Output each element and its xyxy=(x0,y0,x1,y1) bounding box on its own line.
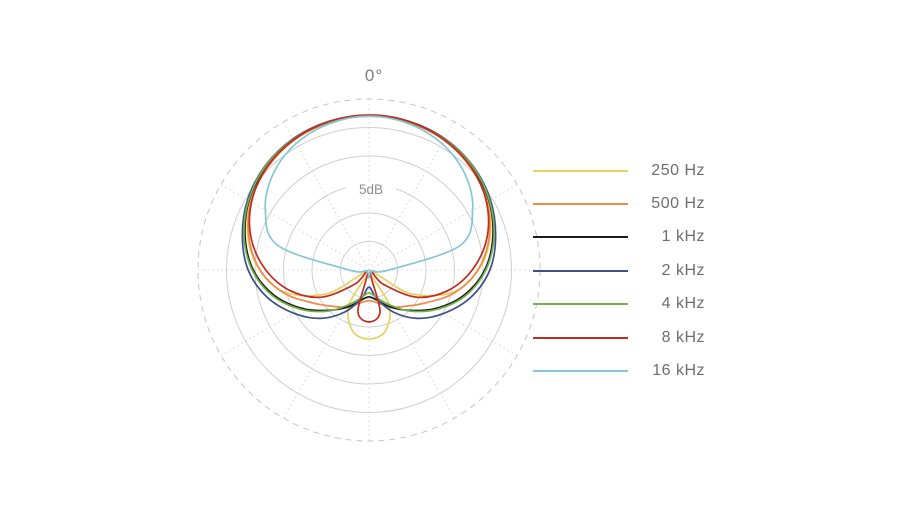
polar-grid-spoke xyxy=(368,184,518,271)
curve-16khz xyxy=(264,115,474,280)
legend-item-label: 1 kHz xyxy=(661,228,705,246)
polar-grid-spoke xyxy=(368,121,455,271)
radial-scale-label: 5dB xyxy=(346,182,396,198)
legend-item: 4 kHz xyxy=(533,288,705,321)
legend-item-label: 250 Hz xyxy=(651,161,705,179)
polar-grid-spoke xyxy=(220,269,370,356)
legend-line-swatch xyxy=(533,269,628,272)
legend-item-label: 4 kHz xyxy=(661,295,705,313)
legend-item-label: 500 Hz xyxy=(651,195,705,213)
legend-line-swatch xyxy=(533,370,628,373)
legend-line-swatch xyxy=(533,169,628,172)
polar-grid-spoke xyxy=(368,269,518,356)
legend-item-label: 2 kHz xyxy=(661,261,705,279)
legend-item: 8 kHz xyxy=(533,321,705,354)
legend-item: 16 kHz xyxy=(533,354,705,387)
curve-8khz xyxy=(248,114,490,323)
legend-item: 250 Hz xyxy=(533,154,705,187)
legend-item-label: 16 kHz xyxy=(652,362,705,380)
legend-item: 2 kHz xyxy=(533,254,705,287)
legend-item: 1 kHz xyxy=(533,221,705,254)
curve-2khz xyxy=(241,114,497,320)
zero-degree-label: 0° xyxy=(364,66,384,85)
legend: 250 Hz 500 Hz 1 kHz 2 kHz 4 kHz 8 kHz 16… xyxy=(533,154,705,388)
curve-4khz xyxy=(243,115,495,313)
legend-line-swatch xyxy=(533,303,628,306)
legend-item-label: 8 kHz xyxy=(661,328,705,346)
legend-line-swatch xyxy=(533,236,628,239)
polar-grid-spoke xyxy=(220,184,370,271)
legend-item: 500 Hz xyxy=(533,187,705,220)
polar-grid-spoke xyxy=(283,121,370,271)
legend-line-swatch xyxy=(533,336,628,339)
legend-line-swatch xyxy=(533,203,628,206)
